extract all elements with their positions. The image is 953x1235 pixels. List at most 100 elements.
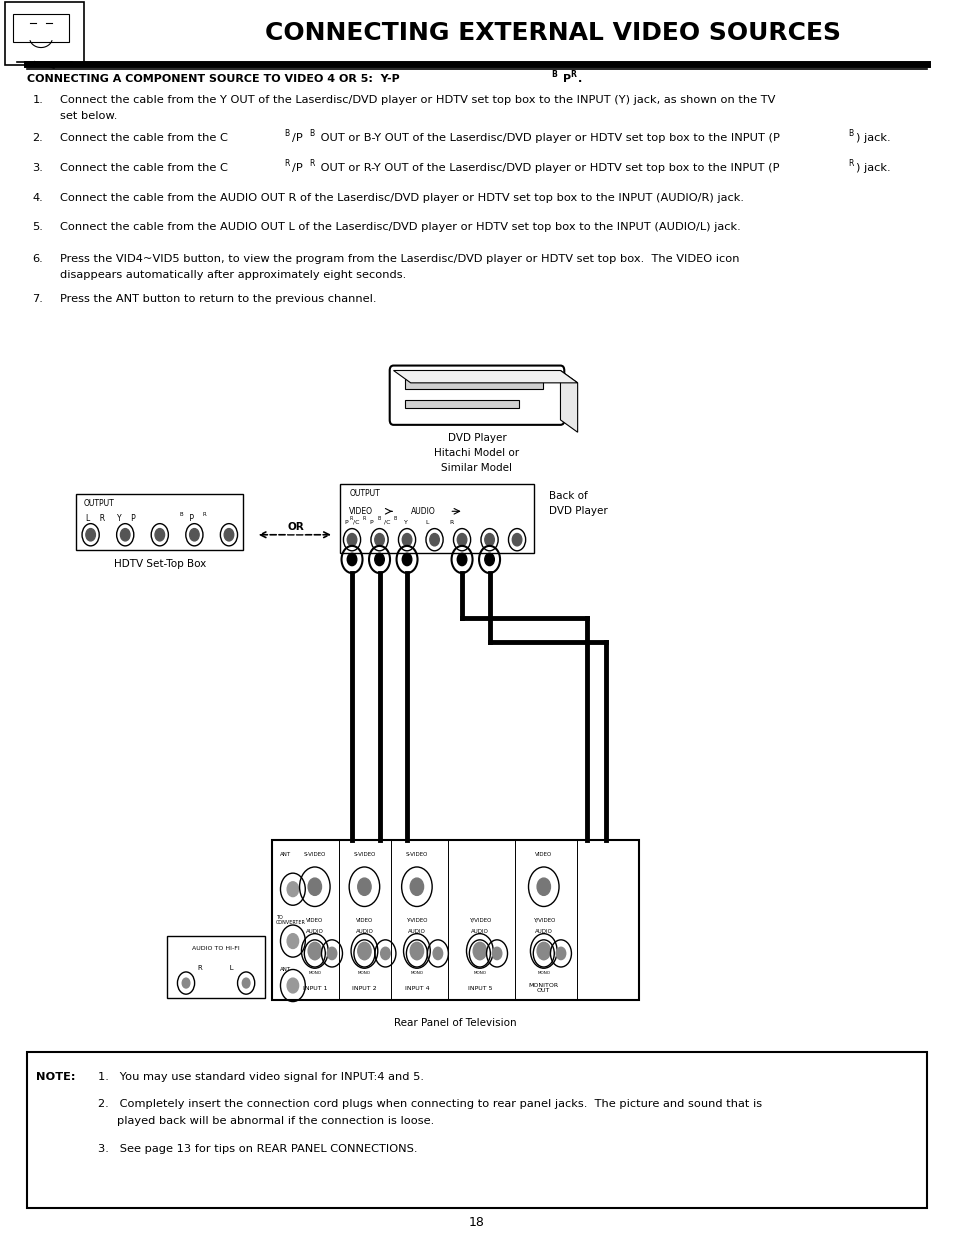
Text: B: B bbox=[284, 128, 289, 138]
Text: OUT or R-Y OUT of the Laserdisc/DVD player or HDTV set top box to the INPUT (P: OUT or R-Y OUT of the Laserdisc/DVD play… bbox=[316, 163, 779, 173]
Text: R: R bbox=[284, 158, 290, 168]
Circle shape bbox=[357, 942, 371, 960]
Text: S-VIDEO: S-VIDEO bbox=[353, 852, 375, 857]
Text: TO
CONVERTER: TO CONVERTER bbox=[275, 915, 305, 925]
FancyBboxPatch shape bbox=[5, 2, 84, 65]
Text: HDTV Set-Top Box: HDTV Set-Top Box bbox=[113, 559, 206, 569]
Text: DVD Player: DVD Player bbox=[447, 433, 506, 443]
Circle shape bbox=[347, 534, 356, 546]
Text: 7.: 7. bbox=[32, 294, 43, 304]
Text: 1.: 1. bbox=[32, 95, 43, 105]
Text: 1.   You may use standard video signal for INPUT:4 and 5.: 1. You may use standard video signal for… bbox=[98, 1072, 424, 1082]
Text: INPUT 4: INPUT 4 bbox=[404, 986, 429, 990]
Text: P: P bbox=[562, 74, 571, 84]
Circle shape bbox=[429, 534, 438, 546]
Bar bbox=[272, 840, 639, 1000]
Circle shape bbox=[433, 947, 442, 960]
Circle shape bbox=[512, 534, 521, 546]
Text: MONO: MONO bbox=[357, 971, 371, 976]
Text: Press the ANT button to return to the previous channel.: Press the ANT button to return to the pr… bbox=[60, 294, 376, 304]
Text: 4.: 4. bbox=[32, 193, 43, 203]
Text: VIDEO: VIDEO bbox=[535, 852, 552, 857]
Text: Connect the cable from the C: Connect the cable from the C bbox=[60, 163, 228, 173]
Text: OUTPUT: OUTPUT bbox=[84, 499, 114, 509]
Text: P: P bbox=[187, 514, 193, 524]
Circle shape bbox=[327, 947, 336, 960]
Circle shape bbox=[287, 934, 298, 948]
Text: 3.: 3. bbox=[32, 163, 43, 173]
Text: R: R bbox=[570, 69, 576, 79]
Text: Similar Model: Similar Model bbox=[441, 463, 512, 473]
Text: ANT: ANT bbox=[279, 967, 291, 972]
Text: Connect the cable from the Y OUT of the Laserdisc/DVD player or HDTV set top box: Connect the cable from the Y OUT of the … bbox=[60, 95, 775, 105]
Text: L: L bbox=[425, 520, 429, 525]
Circle shape bbox=[347, 553, 356, 566]
Bar bbox=[404, 400, 518, 408]
Circle shape bbox=[484, 553, 494, 566]
FancyBboxPatch shape bbox=[13, 14, 69, 42]
Text: MONO: MONO bbox=[410, 971, 423, 976]
Circle shape bbox=[242, 978, 250, 988]
Text: MONO: MONO bbox=[473, 971, 486, 976]
Text: INPUT 5: INPUT 5 bbox=[467, 986, 492, 990]
Circle shape bbox=[224, 529, 233, 541]
Circle shape bbox=[412, 947, 421, 960]
Bar bbox=[27, 1052, 926, 1208]
Text: Back of: Back of bbox=[548, 492, 587, 501]
Text: INPUT 1: INPUT 1 bbox=[302, 986, 327, 990]
Bar bbox=[76, 494, 243, 550]
Circle shape bbox=[410, 942, 423, 960]
Text: /P: /P bbox=[292, 133, 302, 143]
Bar bbox=[404, 379, 543, 389]
Circle shape bbox=[86, 529, 95, 541]
Text: Y/VIDEO: Y/VIDEO bbox=[532, 918, 555, 923]
Text: OUTPUT: OUTPUT bbox=[349, 489, 379, 499]
Text: /P: /P bbox=[292, 163, 302, 173]
Circle shape bbox=[556, 947, 565, 960]
Text: MONITOR
OUT: MONITOR OUT bbox=[528, 983, 558, 993]
Text: L    R     Y    P: L R Y P bbox=[86, 514, 135, 524]
Text: /C: /C bbox=[383, 520, 390, 525]
Text: B: B bbox=[377, 516, 381, 521]
Text: set below.: set below. bbox=[60, 111, 117, 121]
Text: /C: /C bbox=[353, 520, 359, 525]
Circle shape bbox=[308, 878, 321, 895]
Text: R: R bbox=[202, 513, 206, 517]
Text: VIDEO: VIDEO bbox=[355, 918, 373, 923]
Text: VIDEO: VIDEO bbox=[349, 506, 373, 516]
Text: AUDIO: AUDIO bbox=[355, 929, 373, 934]
Text: MONO: MONO bbox=[308, 971, 321, 976]
Polygon shape bbox=[559, 370, 577, 432]
Circle shape bbox=[154, 529, 164, 541]
Circle shape bbox=[410, 878, 423, 895]
Text: B: B bbox=[179, 513, 183, 517]
Text: AUDIO: AUDIO bbox=[471, 929, 488, 934]
Text: R: R bbox=[362, 516, 366, 521]
Text: B: B bbox=[393, 516, 396, 521]
Text: B: B bbox=[551, 69, 557, 79]
Text: OR: OR bbox=[287, 522, 304, 532]
Text: B: B bbox=[309, 128, 314, 138]
Text: R: R bbox=[449, 520, 453, 525]
Text: INPUT 2: INPUT 2 bbox=[352, 986, 376, 990]
Text: VIDEO: VIDEO bbox=[306, 918, 323, 923]
Circle shape bbox=[310, 947, 319, 960]
Circle shape bbox=[190, 529, 199, 541]
Text: 3.   See page 13 for tips on REAR PANEL CONNECTIONS.: 3. See page 13 for tips on REAR PANEL CO… bbox=[98, 1144, 417, 1153]
Text: disappears automatically after approximately eight seconds.: disappears automatically after approxima… bbox=[60, 270, 406, 280]
Text: 2.   Completely insert the connection cord plugs when connecting to rear panel j: 2. Completely insert the connection cord… bbox=[98, 1099, 761, 1109]
Text: R: R bbox=[309, 158, 314, 168]
Circle shape bbox=[357, 878, 371, 895]
Text: ) jack.: ) jack. bbox=[855, 163, 889, 173]
Text: S-VIDEO: S-VIDEO bbox=[303, 852, 326, 857]
Text: ANT: ANT bbox=[279, 852, 291, 857]
Text: played back will be abnormal if the connection is loose.: played back will be abnormal if the conn… bbox=[117, 1116, 435, 1126]
Text: 6.: 6. bbox=[32, 254, 43, 264]
Text: CONNECTING A COMPONENT SOURCE TO VIDEO 4 OR 5:  Y-P: CONNECTING A COMPONENT SOURCE TO VIDEO 4… bbox=[27, 74, 399, 84]
Text: Connect the cable from the AUDIO OUT L of the Laserdisc/DVD player or HDTV set t: Connect the cable from the AUDIO OUT L o… bbox=[60, 222, 740, 232]
Circle shape bbox=[308, 942, 321, 960]
Text: AUDIO TO HI-FI: AUDIO TO HI-FI bbox=[192, 946, 240, 951]
Circle shape bbox=[538, 947, 548, 960]
Circle shape bbox=[120, 529, 130, 541]
Circle shape bbox=[402, 534, 412, 546]
